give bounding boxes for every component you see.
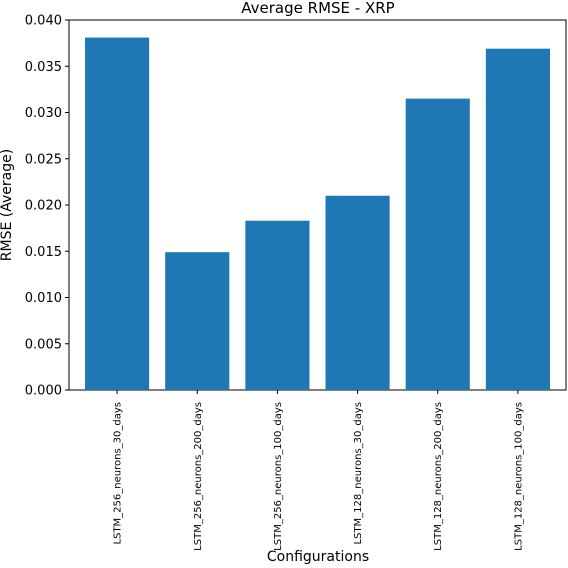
y-tick-label: 0.030 xyxy=(25,106,62,121)
chart-title: Average RMSE - XRP xyxy=(241,0,394,17)
bar xyxy=(165,252,230,390)
y-tick-label: 0.000 xyxy=(25,384,62,399)
bar xyxy=(85,37,150,390)
bar xyxy=(485,48,550,391)
x-tick-label: LSTM_128_neurons_100_days xyxy=(513,402,524,551)
bar xyxy=(245,220,310,390)
y-tick-label: 0.025 xyxy=(25,152,62,167)
x-tick-label: LSTM_256_neurons_30_days xyxy=(113,402,124,544)
x-axis-label: Configurations xyxy=(267,549,369,564)
x-tick-label: LSTM_256_neurons_200_days xyxy=(193,402,204,551)
y-tick-label: 0.040 xyxy=(25,14,62,29)
y-tick-label: 0.020 xyxy=(25,199,62,214)
bar xyxy=(405,98,470,391)
x-tick-label: LSTM_256_neurons_100_days xyxy=(273,402,284,551)
y-tick-label: 0.010 xyxy=(25,291,62,306)
x-tick-label: LSTM_128_neurons_200_days xyxy=(433,402,444,551)
bar xyxy=(325,195,390,390)
y-tick-label: 0.005 xyxy=(25,337,62,352)
x-tick-label: LSTM_128_neurons_30_days xyxy=(353,402,364,544)
bar-group xyxy=(85,37,550,391)
y-axis: 0.000 0.005 0.010 0.015 0.020 0.025 0.030 0.035… xyxy=(25,14,69,399)
y-axis-label: RMSE (Average) xyxy=(0,149,15,261)
y-tick-label: 0.015 xyxy=(25,245,62,260)
x-axis: LSTM_256_neurons_30_days LSTM_256_neurons… xyxy=(113,390,524,551)
y-tick-label: 0.035 xyxy=(25,60,62,75)
